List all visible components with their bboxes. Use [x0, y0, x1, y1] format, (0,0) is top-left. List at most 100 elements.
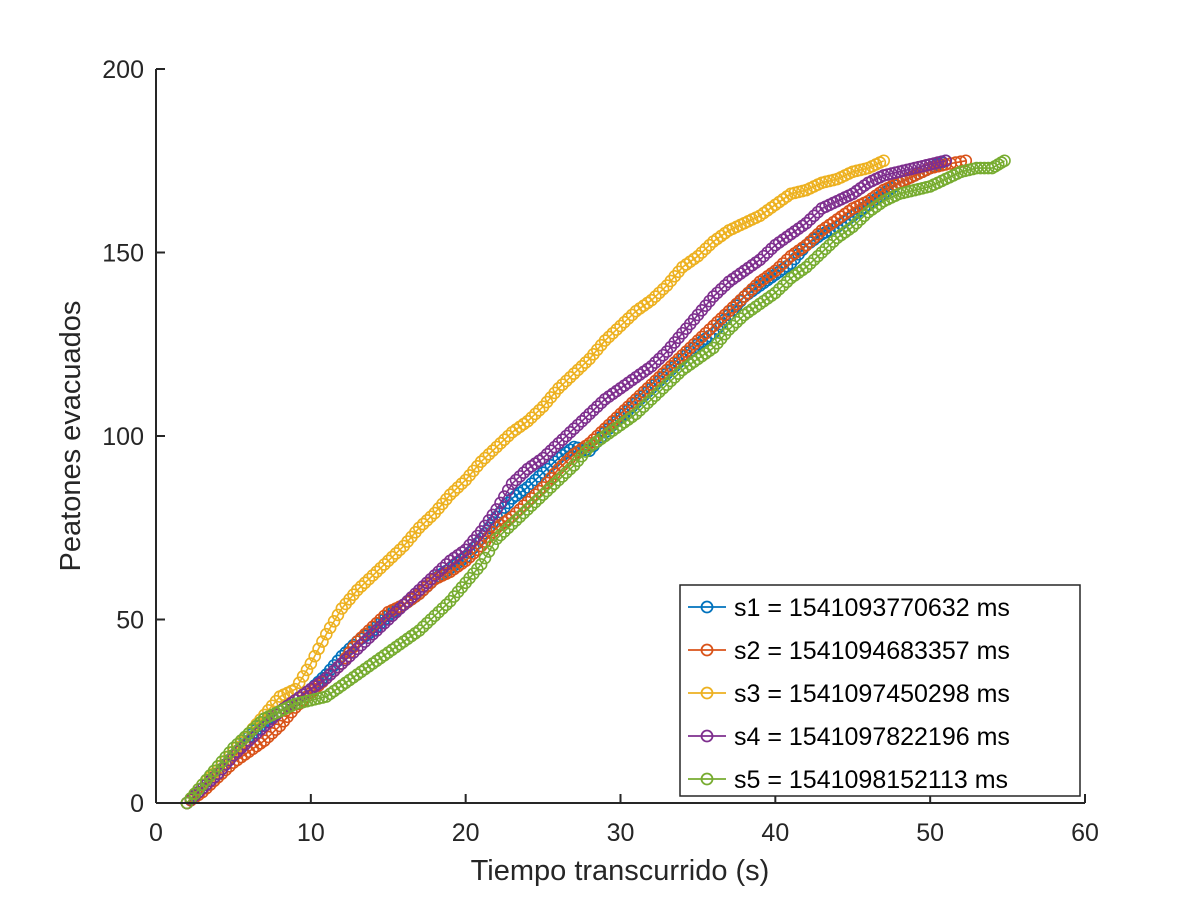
data-point	[629, 392, 643, 406]
data-point	[529, 473, 542, 487]
data-point	[776, 279, 790, 292]
data-point	[633, 404, 647, 417]
legend-label: s2 = 1541094683357 ms	[734, 637, 1010, 665]
data-point	[536, 451, 550, 465]
data-point	[513, 503, 527, 516]
data-point	[227, 741, 240, 755]
data-point	[494, 528, 507, 542]
data-point	[548, 477, 561, 491]
data-point	[772, 260, 786, 274]
data-point	[490, 503, 503, 516]
data-point	[749, 279, 763, 292]
data-point	[652, 352, 666, 366]
x-tick-label: 40	[761, 819, 789, 847]
data-point	[366, 627, 380, 641]
data-point	[347, 646, 360, 659]
data-point	[846, 220, 860, 234]
data-point	[649, 290, 662, 303]
data-point	[440, 558, 453, 571]
data-point	[374, 561, 387, 575]
data-point	[350, 635, 364, 648]
data-point	[641, 396, 654, 410]
data-point	[998, 154, 1011, 168]
data-point	[490, 532, 503, 546]
data-point	[652, 385, 666, 399]
data-point	[625, 396, 639, 410]
data-point	[316, 635, 329, 648]
data-point	[776, 257, 790, 270]
data-point	[320, 627, 333, 641]
data-point	[428, 569, 442, 582]
data-point	[436, 602, 449, 615]
data-point	[722, 323, 736, 336]
data-point	[494, 437, 507, 450]
data-point	[525, 499, 538, 513]
data-point	[378, 616, 391, 630]
data-point	[412, 583, 426, 597]
data-point	[575, 359, 589, 373]
data-point	[296, 670, 310, 683]
data-point	[656, 381, 670, 395]
data-point	[230, 745, 244, 758]
data-point	[474, 558, 488, 571]
data-point	[753, 253, 767, 267]
data-point	[602, 330, 616, 344]
data-point	[234, 734, 248, 747]
y-tick-label: 100	[102, 423, 144, 451]
data-point	[200, 782, 213, 795]
data-point	[327, 664, 341, 678]
data-point	[532, 404, 546, 417]
data-point	[246, 723, 260, 736]
data-point	[498, 525, 511, 538]
data-point	[370, 616, 383, 630]
data-point	[590, 400, 604, 413]
data-point	[339, 653, 352, 667]
data-point	[544, 481, 558, 494]
data-point	[772, 282, 786, 296]
data-point	[517, 466, 531, 480]
data-point	[416, 583, 430, 597]
data-point	[401, 594, 414, 608]
data-point	[490, 440, 503, 454]
data-point	[416, 620, 430, 634]
data-point	[532, 470, 546, 483]
data-point	[803, 257, 817, 270]
data-point	[540, 448, 554, 461]
data-point	[618, 315, 631, 329]
data-point	[350, 642, 364, 656]
data-point	[393, 543, 407, 557]
data-point	[738, 290, 751, 303]
data-point	[378, 613, 391, 626]
data-point	[939, 154, 952, 168]
data-point	[494, 496, 507, 510]
data-point	[478, 551, 492, 565]
data-point	[823, 238, 836, 252]
data-point	[366, 620, 380, 634]
data-point	[854, 213, 867, 226]
data-point	[668, 370, 681, 384]
data-point	[858, 209, 871, 223]
data-point	[645, 293, 658, 307]
data-point	[354, 638, 368, 652]
data-point	[370, 620, 383, 634]
data-point	[234, 741, 248, 755]
data-point	[412, 587, 426, 601]
data-point	[641, 381, 654, 395]
data-point	[567, 422, 581, 435]
data-point	[424, 613, 438, 626]
data-point	[730, 297, 743, 311]
data-point	[722, 304, 736, 318]
data-point	[563, 370, 577, 384]
data-point	[308, 649, 322, 663]
data-point	[320, 671, 333, 685]
data-point	[517, 499, 531, 513]
data-point	[676, 348, 689, 362]
data-point	[409, 587, 422, 601]
data-point	[664, 374, 678, 388]
legend-marker	[700, 772, 714, 786]
data-point	[412, 521, 426, 535]
data-point	[451, 481, 465, 494]
data-point	[529, 407, 542, 421]
data-point	[811, 249, 825, 263]
data-point	[714, 282, 728, 296]
